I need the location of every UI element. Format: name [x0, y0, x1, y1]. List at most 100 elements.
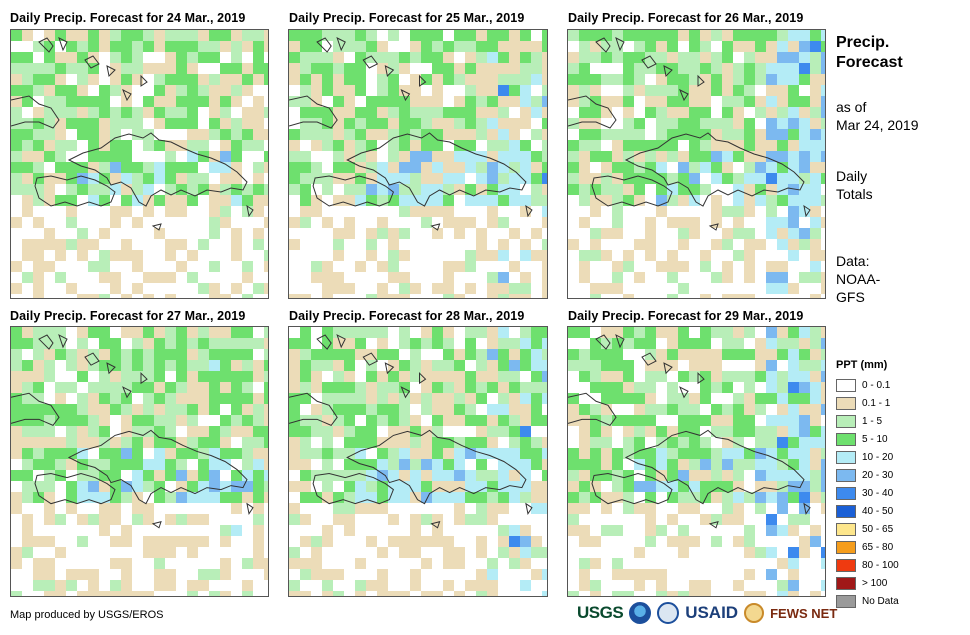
- precip-cell: [722, 459, 733, 470]
- precip-cell: [733, 63, 744, 74]
- precip-cell: [300, 382, 311, 393]
- precip-cell: [498, 162, 509, 173]
- precip-cell: [154, 107, 165, 118]
- precip-cell: [187, 338, 198, 349]
- precip-cell: [22, 96, 33, 107]
- precip-cell: [388, 30, 399, 41]
- precip-cell: [465, 448, 476, 459]
- precip-cell: [623, 338, 634, 349]
- precip-cell: [568, 85, 579, 96]
- legend-swatch: [836, 486, 856, 500]
- precip-cell: [542, 195, 547, 206]
- precip-cell: [487, 63, 498, 74]
- precip-cell: [198, 514, 209, 525]
- precip-cell: [766, 569, 777, 580]
- precip-cell: [110, 206, 121, 217]
- precip-cell: [645, 107, 656, 118]
- precip-cell: [132, 250, 143, 261]
- precip-cell: [33, 283, 44, 294]
- precip-cell: [355, 448, 366, 459]
- precip-cell: [568, 525, 579, 536]
- coastline: [591, 175, 673, 207]
- precip-cell: [498, 360, 509, 371]
- precip-cell: [220, 371, 231, 382]
- precip-cell: [121, 52, 132, 63]
- precip-cell: [410, 393, 421, 404]
- precip-cell: [198, 437, 209, 448]
- coastline: [641, 55, 657, 69]
- precip-cell: [44, 140, 55, 151]
- precip-cell: [344, 283, 355, 294]
- precip-cell: [143, 349, 154, 360]
- precip-cell: [209, 52, 220, 63]
- precip-cell: [264, 74, 268, 85]
- precip-cell: [220, 415, 231, 426]
- precip-cell: [187, 514, 198, 525]
- precip-cell: [388, 470, 399, 481]
- precip-cell: [421, 338, 432, 349]
- precip-cell: [264, 327, 268, 338]
- precip-cell: [231, 360, 242, 371]
- precip-cell: [520, 459, 531, 470]
- precip-cell: [176, 206, 187, 217]
- precip-cell: [66, 85, 77, 96]
- precip-cell: [487, 107, 498, 118]
- precip-cell: [432, 96, 443, 107]
- coastline: [624, 132, 805, 207]
- precip-cell: [198, 283, 209, 294]
- precip-cell: [722, 371, 733, 382]
- precip-cell: [300, 195, 311, 206]
- precip-cell: [579, 558, 590, 569]
- precip-cell: [22, 426, 33, 437]
- precip-cell: [388, 140, 399, 151]
- precip-cell: [311, 547, 322, 558]
- precip-cell: [744, 327, 755, 338]
- precip-cell: [744, 569, 755, 580]
- precip-cell: [33, 107, 44, 118]
- precip-cell: [165, 272, 176, 283]
- precip-cell: [11, 360, 22, 371]
- precip-cell: [498, 74, 509, 85]
- precip-cell: [209, 393, 220, 404]
- precip-cell: [344, 129, 355, 140]
- precip-cell: [601, 437, 612, 448]
- precip-cell: [22, 239, 33, 250]
- precip-cell: [432, 74, 443, 85]
- precip-cell: [55, 459, 66, 470]
- precip-cell: [377, 118, 388, 129]
- precip-cell: [322, 448, 333, 459]
- precip-cell: [143, 459, 154, 470]
- precip-cell: [264, 558, 268, 569]
- precip-cell: [355, 327, 366, 338]
- precip-cell: [377, 481, 388, 492]
- precip-cell: [421, 437, 432, 448]
- precip-cell: [132, 349, 143, 360]
- precip-cell: [110, 283, 121, 294]
- precip-cell: [377, 349, 388, 360]
- precip-cell: [22, 151, 33, 162]
- coastline: [595, 37, 611, 53]
- precip-cell: [333, 349, 344, 360]
- precip-cell: [209, 338, 220, 349]
- precip-cell: [465, 184, 476, 195]
- precip-cell: [154, 580, 165, 591]
- precip-cell: [498, 327, 509, 338]
- precip-cell: [590, 371, 601, 382]
- precip-cell: [99, 162, 110, 173]
- precip-cell: [220, 426, 231, 437]
- precip-cell: [689, 459, 700, 470]
- precip-cell: [678, 239, 689, 250]
- precip-cell: [579, 525, 590, 536]
- precip-cell: [77, 327, 88, 338]
- precip-cell: [689, 173, 700, 184]
- precip-cell: [766, 261, 777, 272]
- precip-cell: [33, 459, 44, 470]
- coastline: [663, 65, 673, 78]
- precip-cell: [99, 525, 110, 536]
- precip-cell: [590, 580, 601, 591]
- precip-cell: [700, 371, 711, 382]
- precip-cell: [777, 371, 788, 382]
- precip-cell: [777, 151, 788, 162]
- precip-cell: [645, 85, 656, 96]
- precip-cell: [531, 481, 542, 492]
